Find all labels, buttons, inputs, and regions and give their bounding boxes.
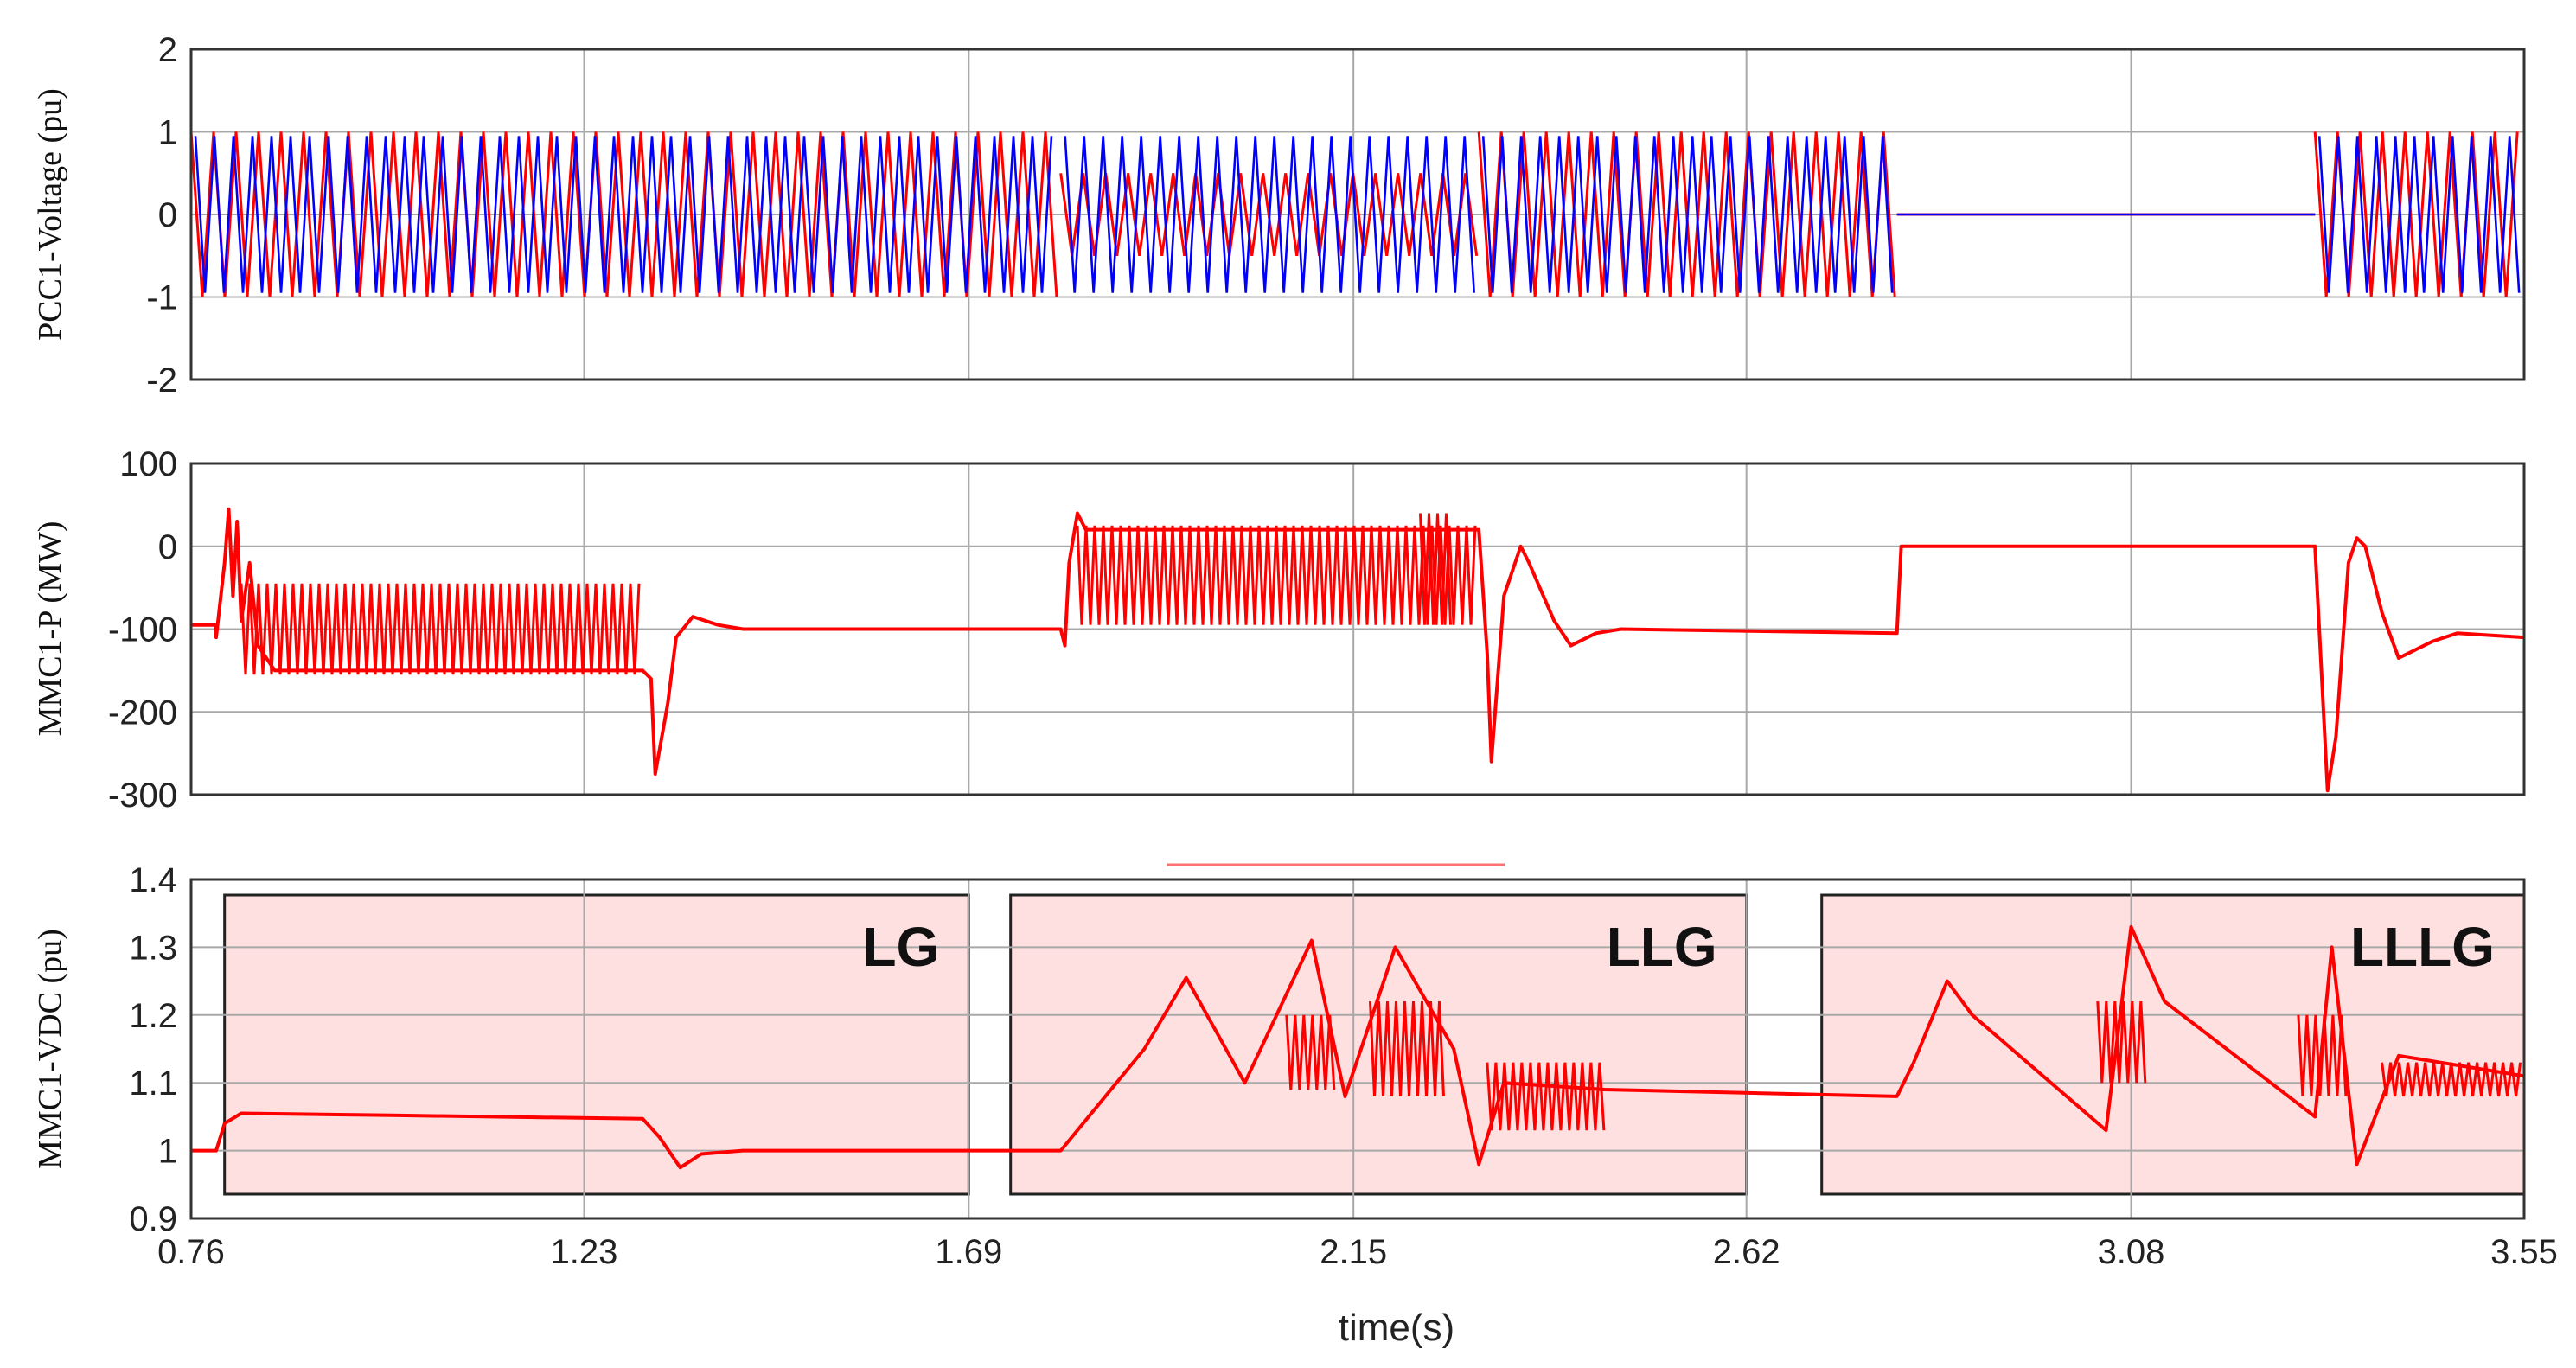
voltage-y-tick-label: -2 <box>146 361 177 400</box>
fault-region-labels: LG LLG LLLG <box>862 916 2495 978</box>
voltage-series-0-segment <box>2313 131 2519 297</box>
vdc-y-tick-label: 1 <box>158 1133 177 1171</box>
vdc-marks <box>191 924 2525 1170</box>
x-tick-label: 2.15 <box>1320 1233 1387 1271</box>
power-oscillation-band <box>240 583 641 675</box>
vdc-series-line <box>191 924 2525 1170</box>
power-y-tick-label: 100 <box>119 445 177 483</box>
power-oscillation-band <box>1076 525 1477 625</box>
power-y-tick-label: -100 <box>108 611 177 649</box>
fault-region-lllg <box>1820 893 2526 1196</box>
vdc-y-tick-label: 0.9 <box>129 1200 177 1238</box>
x-tick-label: 1.69 <box>935 1233 1002 1271</box>
vdc-y-ticks: 1.4 1.3 1.2 1.1 1 0.9 <box>129 861 177 1238</box>
power-plot-frame <box>189 462 2526 796</box>
voltage-y-ticks: 2 1 0 -1 -2 <box>146 31 177 400</box>
voltage-y-tick-label: -1 <box>146 279 177 317</box>
voltage-panel: 2 1 0 -1 -2 PCC1-Voltage (pu) <box>32 31 2526 400</box>
voltage-y-tick-label: 1 <box>158 114 177 152</box>
fault-region-label-lllg: LLLG <box>2350 916 2495 978</box>
vdc-oscillation-band <box>2096 1001 2147 1084</box>
power-oscillation-band <box>1419 513 1452 625</box>
x-tick-label: 1.23 <box>551 1233 618 1271</box>
voltage-marks <box>189 131 2521 297</box>
vdc-y-tick-label: 1.4 <box>129 861 177 899</box>
power-marks <box>191 507 2525 793</box>
power-y-ticks: 100 0 -100 -200 -300 <box>108 445 177 815</box>
x-tick-label: 2.62 <box>1713 1233 1780 1271</box>
voltage-series-0-segment <box>189 131 1058 297</box>
vdc-y-axis-title: MMC1-VDC (pu) <box>32 929 68 1169</box>
x-axis-title: time(s) <box>1339 1307 1454 1349</box>
voltage-series-1-segment <box>1481 136 1894 293</box>
power-y-tick-label: -300 <box>108 777 177 815</box>
x-axis-ticks: 0.76 1.23 1.69 2.15 2.62 3.08 3.55 <box>157 1233 2558 1271</box>
power-y-axis-title: MMC1-P (MW) <box>32 521 68 737</box>
x-tick-label: 3.08 <box>2098 1233 2165 1271</box>
vdc-y-tick-label: 1.1 <box>129 1064 177 1103</box>
voltage-series-1-segment <box>1064 136 1475 293</box>
power-y-tick-label: -200 <box>108 694 177 732</box>
vdc-y-tick-label: 1.3 <box>129 929 177 967</box>
vdc-oscillation-band <box>1285 1014 1336 1090</box>
vdc-plot-frame <box>189 878 2526 1220</box>
fault-region-label-lg: LG <box>862 916 939 978</box>
x-tick-label: 0.76 <box>157 1233 225 1271</box>
x-tick-label: 3.55 <box>2490 1233 2558 1271</box>
voltage-series-1-segment <box>2317 136 2521 293</box>
power-panel: 100 0 -100 -200 -300 MMC1-P (MW) <box>32 445 2526 815</box>
power-series-line <box>191 507 2525 793</box>
voltage-y-tick-label: 0 <box>158 196 177 234</box>
power-y-tick-label: 0 <box>158 528 177 566</box>
fault-region-label-llg: LLG <box>1607 916 1717 978</box>
vdc-panel: LG LLG LLLG 1.4 1.3 1.2 1.1 1 0.9 0.76 1.23 1.69 2… <box>32 861 2558 1349</box>
voltage-y-tick-label: 2 <box>158 31 177 69</box>
fault-region-llg <box>1009 893 1748 1196</box>
vdc-oscillation-band <box>1486 1062 1606 1131</box>
fault-regions <box>223 893 2526 1196</box>
vdc-y-tick-label: 1.2 <box>129 997 177 1035</box>
voltage-series-1-segment <box>194 136 1053 293</box>
vdc-oscillation-band <box>1369 1001 1445 1096</box>
voltage-y-axis-title: PCC1-Voltage (pu) <box>32 88 68 341</box>
voltage-plot-frame <box>189 48 2526 381</box>
fault-region-lg <box>223 893 970 1196</box>
